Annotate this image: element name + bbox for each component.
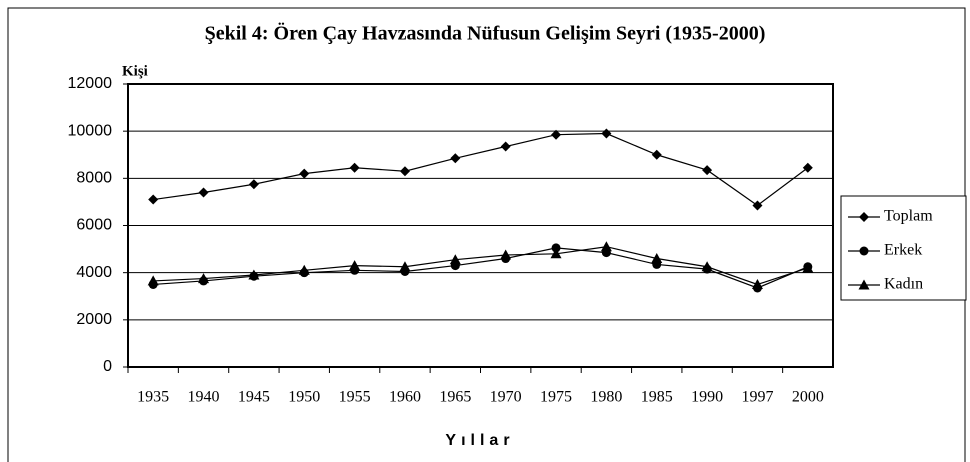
x-tick-label: 1997	[741, 389, 773, 406]
data-point	[450, 153, 461, 164]
x-axis-label: Yıllar	[445, 432, 514, 449]
data-point	[148, 194, 159, 205]
y-tick-label: 12000	[68, 75, 113, 92]
y-tick-label: 4000	[76, 264, 112, 281]
data-point	[551, 129, 562, 140]
x-tick-label: 1945	[238, 389, 270, 406]
data-point	[449, 254, 461, 265]
data-point	[198, 187, 209, 198]
legend-marker	[859, 246, 869, 256]
data-point	[802, 162, 813, 173]
legend-label: Kadın	[884, 276, 923, 293]
x-tick-label: 1955	[339, 389, 371, 406]
legend-label: Toplam	[884, 208, 933, 225]
data-point	[701, 261, 713, 272]
legend-marker	[859, 212, 869, 222]
data-point	[198, 273, 210, 284]
x-tick-label: 1940	[188, 389, 220, 406]
data-point	[500, 249, 512, 260]
data-point	[752, 200, 763, 211]
data-point	[248, 179, 259, 190]
series-line	[153, 247, 809, 289]
x-tick-label: 1960	[389, 389, 421, 406]
series-line	[153, 132, 809, 207]
data-point	[299, 168, 310, 179]
x-tick-label: 1950	[288, 389, 320, 406]
data-point	[651, 149, 662, 160]
data-point	[651, 253, 663, 264]
y-tick-label: 2000	[76, 311, 112, 328]
x-tick-label: 1935	[137, 389, 169, 406]
data-point	[551, 243, 561, 253]
data-point	[147, 275, 159, 286]
data-point	[399, 261, 411, 272]
x-tick-label: 1990	[691, 389, 723, 406]
x-tick-label: 1970	[490, 389, 522, 406]
data-point	[298, 264, 310, 275]
data-point	[399, 166, 410, 177]
x-tick-label: 1985	[641, 389, 673, 406]
y-tick-label: 0	[103, 358, 112, 375]
x-tick-label: 1975	[540, 389, 572, 406]
legend-marker	[858, 279, 870, 290]
data-point	[702, 165, 713, 176]
data-point	[349, 162, 360, 173]
chart-title: Şekil 4: Ören Çay Havzasında Nüfusun Gel…	[205, 22, 766, 45]
data-point	[550, 248, 562, 259]
y-axis-label: Kişi	[122, 63, 148, 79]
data-point	[500, 141, 511, 152]
y-tick-label: 6000	[76, 217, 112, 234]
series-line	[153, 246, 809, 286]
x-tick-label: 1965	[439, 389, 471, 406]
data-point	[802, 262, 814, 273]
data-point	[248, 269, 260, 280]
data-point	[751, 278, 763, 289]
data-point	[349, 260, 361, 271]
y-tick-label: 10000	[68, 122, 113, 139]
x-tick-label: 2000	[792, 389, 824, 406]
legend-label: Erkek	[884, 242, 922, 259]
data-point	[601, 128, 612, 139]
y-tick-label: 8000	[76, 170, 112, 187]
x-tick-label: 1980	[590, 389, 622, 406]
data-point	[600, 241, 612, 252]
